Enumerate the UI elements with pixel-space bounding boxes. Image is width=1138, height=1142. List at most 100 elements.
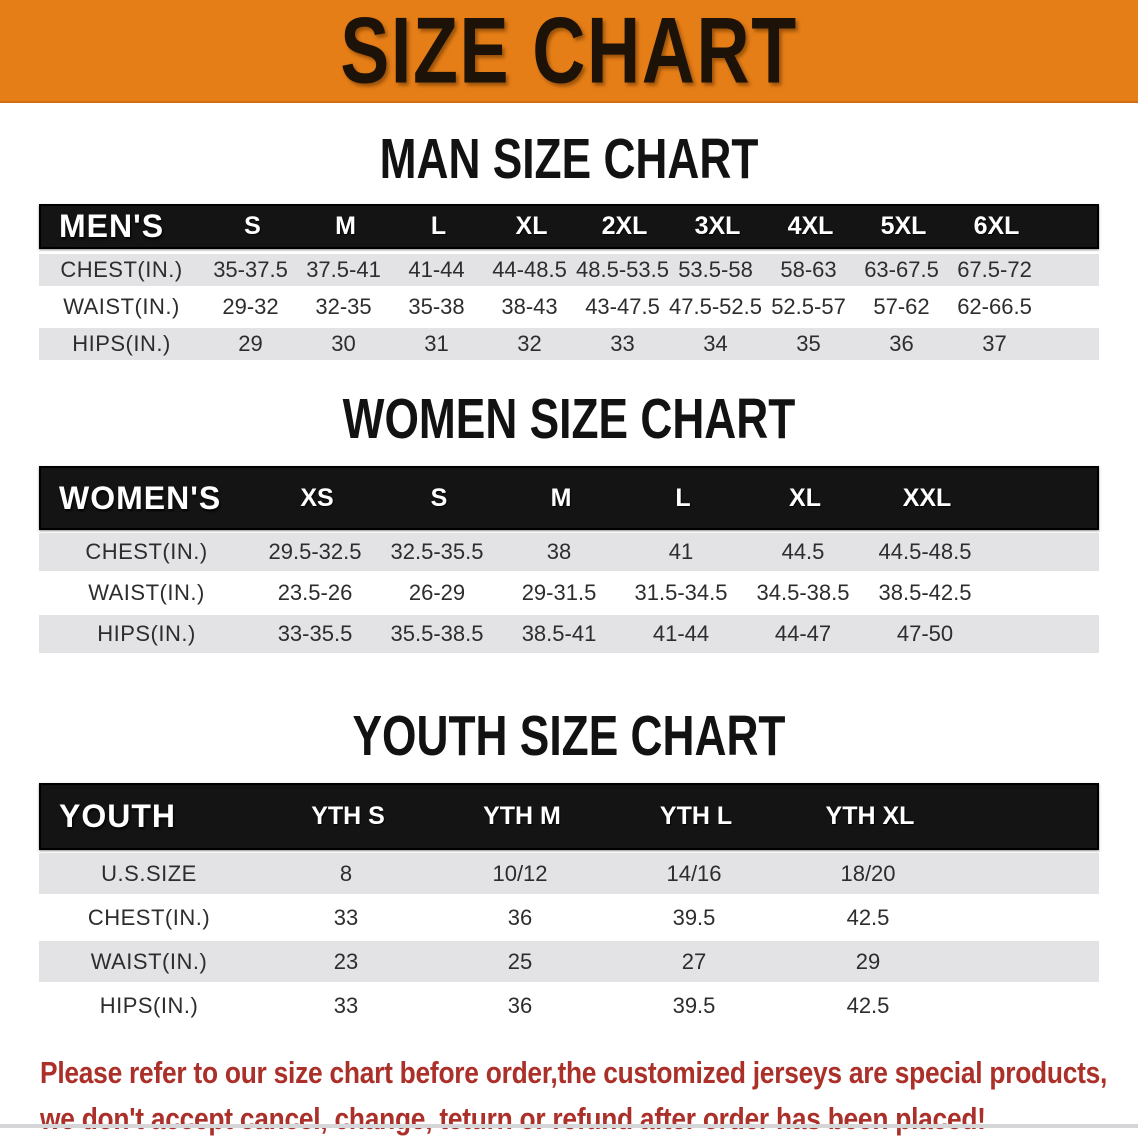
disclaimer-line-2: we don't accept cancel, change, teturn o…: [40, 1101, 986, 1136]
column-header: 6XL: [973, 212, 1020, 240]
row-label: U.S.SIZE: [101, 860, 197, 886]
table-cell: 18/20: [840, 860, 896, 886]
table-cell: 38.5-42.5: [878, 580, 972, 605]
row-label: WAIST(IN.): [63, 294, 180, 319]
section-women: WOMEN SIZE CHART WOMEN'S XS S M L XL XXL…: [0, 391, 1138, 653]
banner-title: SIZE CHART: [340, 0, 798, 103]
men-size-table: MEN'S S M L XL 2XL 3XL 4XL 5XL 6XL CHEST…: [39, 204, 1099, 360]
table-cell: 41-44: [408, 257, 465, 282]
table-cell: 33: [333, 992, 359, 1018]
women-size-table: WOMEN'S XS S M L XL XXL CHEST(IN.) 29.5-…: [39, 466, 1099, 653]
table-cell: 42.5: [846, 992, 890, 1018]
table-cell: 29: [855, 948, 881, 974]
table-cell: 29.5-32.5: [268, 539, 362, 564]
column-header: M: [335, 212, 356, 240]
youth-size-table: YOUTH YTH S YTH M YTH L YTH XL U.S.SIZE …: [39, 783, 1099, 1026]
column-header: YTH M: [483, 802, 561, 830]
row-label: HIPS(IN.): [72, 331, 171, 356]
table-row-chest: CHEST(IN.) 33 36 39.5 42.5: [39, 897, 1099, 938]
table-cell: 37: [982, 331, 1007, 356]
table-row-hips: HIPS(IN.) 33-35.5 35.5-38.5 38.5-41 41-4…: [39, 615, 1099, 653]
women-table-title: WOMEN'S: [59, 479, 222, 516]
table-cell: 38: [546, 539, 572, 564]
table-cell: 38-43: [501, 294, 558, 319]
table-row-chest: CHEST(IN.) 35-37.5 37.5-41 41-44 44-48.5…: [39, 254, 1099, 286]
table-cell: 37.5-41: [306, 257, 381, 282]
table-cell: 35-38: [408, 294, 465, 319]
table-cell: 23: [333, 948, 359, 974]
table-cell: 30: [331, 331, 356, 356]
table-cell: 44.5: [781, 539, 825, 564]
men-table-title: MEN'S: [59, 208, 165, 244]
table-cell: 32-35: [315, 294, 372, 319]
disclaimer-line-1: Please refer to our size chart before or…: [40, 1055, 1108, 1090]
table-cell: 33: [333, 904, 359, 930]
table-cell: 29-31.5: [521, 580, 597, 605]
section-heading-men: MAN SIZE CHART: [0, 127, 1138, 191]
column-header: YTH L: [659, 802, 733, 830]
column-header: S: [430, 483, 448, 512]
table-row-chest: CHEST(IN.) 29.5-32.5 32.5-35.5 38 41 44.…: [39, 533, 1099, 571]
table-cell: 35: [796, 331, 821, 356]
table-cell: 33-35.5: [277, 621, 353, 646]
table-cell: 47-50: [896, 621, 954, 646]
row-label: CHEST(IN.): [60, 257, 183, 282]
row-label: WAIST(IN.): [88, 580, 205, 605]
column-header: 2XL: [601, 212, 648, 240]
row-label: HIPS(IN.): [97, 621, 196, 646]
table-cell: 32: [517, 331, 542, 356]
table-cell: 34.5-38.5: [756, 580, 850, 605]
table-cell: 63-67.5: [864, 257, 939, 282]
table-row-us-size: U.S.SIZE 8 10/12 14/16 18/20: [39, 853, 1099, 894]
youth-table-title: YOUTH: [59, 798, 176, 834]
column-header: M: [550, 483, 572, 512]
table-cell: 41: [668, 539, 694, 564]
table-cell: 39.5: [672, 904, 716, 930]
table-cell: 31.5-34.5: [634, 580, 728, 605]
table-cell: 42.5: [846, 904, 890, 930]
column-header: L: [430, 212, 447, 240]
table-cell: 14/16: [666, 860, 722, 886]
table-cell: 33: [610, 331, 635, 356]
table-row-waist: WAIST(IN.) 23 25 27 29: [39, 941, 1099, 982]
table-cell: 29-32: [222, 294, 279, 319]
table-cell: 29: [238, 331, 263, 356]
table-cell: 26-29: [408, 580, 466, 605]
column-header: YTH S: [311, 802, 385, 830]
table-cell: 38.5-41: [521, 621, 597, 646]
column-header: L: [675, 483, 691, 512]
section-youth: YOUTH SIZE CHART YOUTH YTH S YTH M YTH L…: [0, 704, 1138, 1026]
column-header: XL: [515, 212, 548, 240]
table-cell: 23.5-26: [277, 580, 353, 605]
table-cell: 53.5-58: [678, 257, 753, 282]
row-label: CHEST(IN.): [85, 539, 208, 564]
youth-table-header-row: YOUTH YTH S YTH M YTH L YTH XL: [39, 783, 1099, 850]
table-cell: 57-62: [873, 294, 930, 319]
section-heading-youth-text: YOUTH SIZE CHART: [352, 704, 786, 768]
column-header: 3XL: [694, 212, 741, 240]
table-cell: 36: [507, 992, 533, 1018]
table-cell: 48.5-53.5: [576, 257, 669, 282]
table-cell: 36: [889, 331, 914, 356]
column-header: YTH XL: [825, 802, 915, 830]
column-header: XXL: [902, 483, 952, 512]
column-header: XS: [300, 483, 334, 512]
section-heading-men-text: MAN SIZE CHART: [379, 127, 759, 191]
row-label: WAIST(IN.): [90, 948, 208, 974]
table-row-waist: WAIST(IN.) 29-32 32-35 35-38 38-43 43-47…: [39, 291, 1099, 323]
table-cell: 39.5: [672, 992, 716, 1018]
table-cell: 32.5-35.5: [390, 539, 484, 564]
table-cell: 58-63: [780, 257, 837, 282]
column-header: 5XL: [880, 212, 927, 240]
table-cell: 67.5-72: [957, 257, 1032, 282]
section-heading-youth: YOUTH SIZE CHART: [0, 704, 1138, 768]
bottom-divider: [0, 1124, 1138, 1128]
table-cell: 47.5-52.5: [669, 294, 762, 319]
section-men: MAN SIZE CHART MEN'S S M L XL 2XL 3XL 4X…: [0, 127, 1138, 360]
table-cell: 44-48.5: [492, 257, 567, 282]
column-header: 4XL: [787, 212, 834, 240]
table-cell: 35-37.5: [213, 257, 288, 282]
banner: SIZE CHART: [0, 0, 1138, 103]
section-heading-women: WOMEN SIZE CHART: [0, 391, 1138, 448]
table-cell: 31: [424, 331, 449, 356]
